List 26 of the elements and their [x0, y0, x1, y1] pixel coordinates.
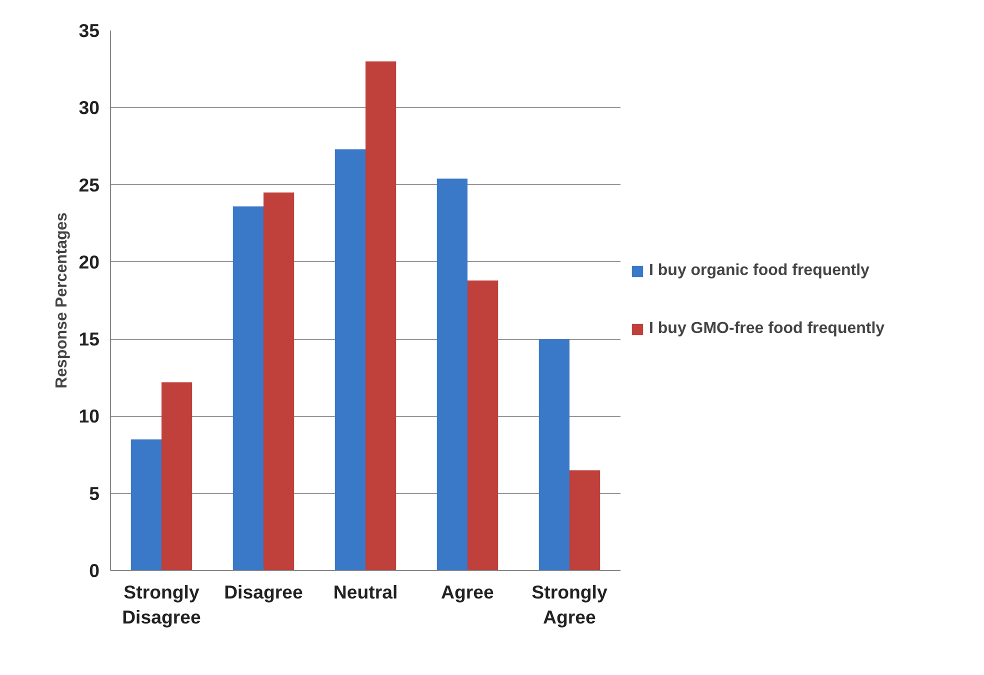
y-axis-title: Response Percentages: [54, 212, 71, 389]
bar: [232, 206, 264, 570]
legend-label: I buy organic food frequently: [649, 262, 870, 280]
bar: [570, 470, 600, 570]
bar: [130, 439, 162, 570]
y-tick-label: 10: [78, 406, 100, 427]
bar: [334, 149, 366, 570]
x-tick-label: Agree: [441, 582, 494, 602]
y-tick-label: 35: [78, 20, 100, 41]
x-tick-label: Strongly Disagree: [122, 582, 201, 628]
bar: [538, 339, 570, 570]
bar: [162, 382, 192, 570]
bar: [436, 178, 468, 570]
y-tick-label: 20: [78, 251, 100, 272]
bar: [366, 61, 396, 570]
y-tick-label: 15: [78, 328, 100, 350]
x-tick-label: Strongly Agree: [532, 582, 608, 628]
x-tick-label: Neutral: [333, 582, 398, 602]
y-tick-label: 25: [78, 174, 100, 196]
bar: [468, 280, 498, 570]
x-tick-label: Disagree: [224, 582, 303, 602]
y-tick-label: 0: [89, 560, 100, 581]
y-tick-label: 5: [89, 482, 100, 504]
legend-label: I buy GMO-free food frequently: [649, 320, 885, 338]
bar: [264, 192, 294, 570]
y-tick-label: 30: [78, 97, 100, 118]
